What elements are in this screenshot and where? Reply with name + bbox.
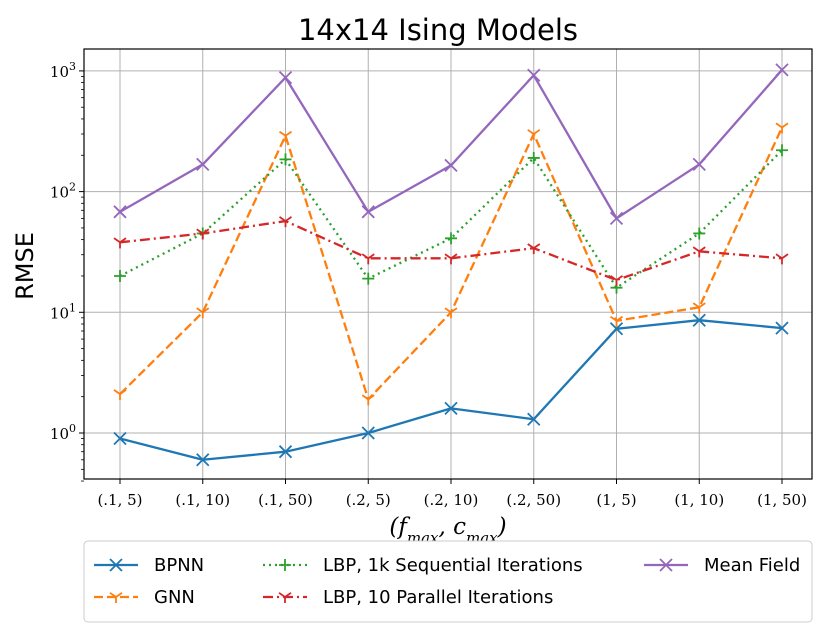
- data-point: [445, 232, 457, 245]
- data-point: [527, 243, 541, 255]
- grid: [84, 49, 812, 479]
- x-tick-label: (.1, 5): [97, 491, 142, 509]
- series-bpnn: [113, 313, 789, 467]
- x-tick-label: (.1, 50): [258, 491, 313, 509]
- data-point: [775, 321, 789, 335]
- data-point: [692, 246, 706, 258]
- legend-marker: [279, 559, 291, 571]
- legend-item: Mean Field: [644, 555, 800, 576]
- data-point: [444, 253, 458, 265]
- data-point: [278, 70, 293, 85]
- legend-label: LBP, 1k Sequential Iterations: [323, 555, 583, 576]
- legend-label: BPNN: [154, 555, 204, 576]
- legend: BPNN GNN LBP, 1k Sequential Iterations LBP,…: [83, 540, 813, 623]
- legend-marker: [659, 558, 673, 572]
- y-ticks: 100 101 102 103: [50, 60, 84, 482]
- x-ticks: (.1, 5) (.1, 10) (.1, 50) (.2, 5) (.2, 10) (.…: [97, 479, 807, 509]
- data-point: [113, 389, 127, 401]
- legend-label: Mean Field: [704, 555, 800, 576]
- data-point: [527, 68, 541, 82]
- legend-marker: [278, 592, 292, 603]
- data-point: [609, 322, 624, 336]
- data-point: [692, 313, 706, 327]
- data-point: [609, 315, 624, 327]
- data-point: [527, 412, 541, 426]
- series-gnn: [113, 122, 789, 406]
- data-point: [196, 228, 210, 240]
- data-point: [692, 302, 706, 314]
- y-tick-label: 101: [50, 301, 76, 322]
- data-point: [444, 401, 458, 415]
- y-tick-label: 102: [50, 181, 76, 202]
- data-point: [361, 205, 375, 219]
- legend-marker: [109, 592, 123, 603]
- data-point: [776, 144, 788, 157]
- x-tick-label: (.2, 10): [424, 491, 479, 509]
- data-point: [361, 426, 375, 440]
- legend-frame: [83, 540, 813, 623]
- x-tick-label: (.2, 50): [506, 491, 561, 509]
- legend-item: LBP, 1k Sequential Iterations: [263, 555, 583, 576]
- x-tick-label: (.2, 5): [346, 491, 391, 509]
- data-point: [527, 129, 541, 141]
- data-point: [444, 158, 458, 172]
- data-point: [609, 211, 624, 226]
- y-tick-label: 103: [50, 60, 76, 81]
- plot-frame: [83, 48, 813, 480]
- data-point: [196, 307, 210, 319]
- x-tick-label: (1, 50): [757, 491, 807, 509]
- x-tick-label: (1, 10): [674, 491, 724, 509]
- y-tick-label: 100: [50, 422, 76, 443]
- data-point: [775, 253, 789, 265]
- data-point: [196, 157, 210, 172]
- data-point: [693, 227, 706, 240]
- y-axis-label: RMSE: [11, 232, 39, 300]
- data-point: [278, 216, 293, 228]
- data-point: [114, 269, 126, 282]
- data-point: [527, 151, 540, 164]
- legend-marker: [109, 558, 123, 572]
- data-point: [113, 205, 127, 219]
- data-point: [361, 394, 375, 406]
- data-point: [196, 453, 210, 467]
- series-mean-field: [113, 63, 789, 226]
- data-point: [775, 63, 789, 77]
- data-point: [609, 275, 624, 287]
- data-point: [113, 237, 127, 249]
- series-layer: [113, 63, 789, 467]
- data-point: [113, 431, 127, 446]
- data-point: [362, 272, 375, 285]
- legend-item: GNN: [94, 587, 195, 608]
- x-tick-label: (1, 5): [596, 491, 636, 509]
- data-point: [278, 445, 293, 459]
- series-lbp-10-parallel-iterations: [113, 216, 789, 287]
- data-point: [279, 153, 292, 166]
- data-point: [361, 253, 375, 265]
- data-point: [775, 122, 789, 134]
- legend-label: GNN: [154, 587, 195, 608]
- data-point: [692, 157, 706, 172]
- data-point: [444, 307, 458, 319]
- legend-item: BPNN: [94, 555, 204, 576]
- data-point: [278, 130, 293, 142]
- chart-title: 14x14 Ising Models: [298, 13, 578, 47]
- legend-item: LBP, 10 Parallel Iterations: [263, 587, 553, 608]
- x-tick-label: (.1, 10): [175, 491, 230, 509]
- legend-label: LBP, 10 Parallel Iterations: [323, 587, 553, 608]
